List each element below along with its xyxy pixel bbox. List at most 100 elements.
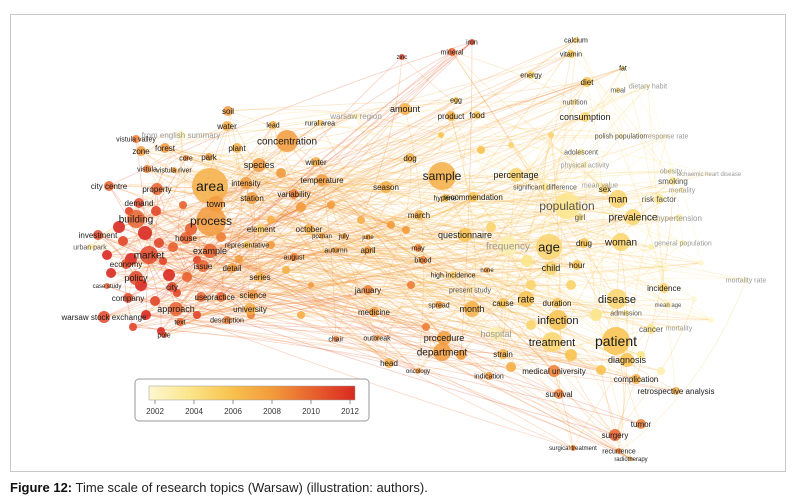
edge-link (108, 185, 162, 332)
term-label: january (354, 286, 381, 295)
edge-link (108, 41, 473, 187)
edge-link (480, 149, 669, 306)
edge-link (570, 53, 674, 182)
edge-link (246, 214, 420, 246)
term-label: present study (449, 287, 492, 294)
term-label: investment (79, 231, 118, 240)
edge-link (525, 277, 747, 300)
edge-link (172, 246, 632, 460)
edge-link (270, 244, 488, 271)
term-bubble (631, 374, 641, 384)
term-bubble (669, 177, 677, 185)
term-bubble (435, 301, 443, 309)
edge-link (135, 218, 602, 371)
edge-link (257, 140, 288, 278)
term-bubble (179, 201, 187, 209)
edge-link (146, 53, 572, 170)
edge-link (376, 304, 440, 339)
edge-link (441, 175, 602, 371)
term-bubble (235, 255, 243, 263)
term-bubble (453, 97, 459, 103)
legend-tick-label: 2010 (302, 407, 320, 416)
edge-link (179, 262, 702, 323)
edge-link (179, 321, 628, 361)
edge-link (315, 161, 660, 200)
edge-link (335, 196, 474, 340)
edge-link (196, 241, 622, 316)
term-label: medical university (522, 367, 586, 376)
term-label: response rate (646, 133, 689, 140)
term-label: plant (228, 144, 246, 153)
edge-link (575, 39, 665, 289)
edge-link (300, 242, 684, 316)
term-bubble (609, 429, 621, 441)
term-label: adolescent (564, 149, 598, 156)
term-bubble (600, 184, 610, 194)
edge-link (622, 67, 702, 264)
term-label: treatment (529, 337, 575, 349)
term-bubble (104, 283, 110, 289)
edge-link (614, 180, 674, 436)
edge-link (321, 179, 412, 286)
term-bubble (171, 167, 177, 173)
edge-link (335, 157, 411, 340)
edge-link (388, 67, 624, 364)
term-bubble (580, 112, 590, 122)
edge-link (155, 210, 424, 261)
edge-link (252, 51, 453, 296)
term-bubble (290, 253, 298, 261)
term-label: meal (610, 87, 626, 94)
term-label: age (538, 240, 560, 255)
term-bubble (636, 419, 646, 429)
edge-link (190, 228, 224, 298)
edge-link (198, 125, 228, 267)
term-label: recommendation (443, 193, 503, 202)
term-bubble (596, 365, 606, 375)
term-bubble (629, 457, 633, 461)
term-bubble (140, 246, 158, 264)
edge-link (330, 204, 378, 339)
edge-link (97, 144, 512, 236)
term-label: economy (110, 260, 142, 269)
edge-link (236, 147, 559, 321)
edge-link (343, 235, 445, 339)
edge-link (251, 157, 411, 199)
edge-link (385, 186, 504, 304)
term-label: product (438, 112, 465, 121)
term-label: vitamin (560, 51, 582, 58)
term-bubble (138, 226, 152, 240)
term-label: poznan (312, 234, 332, 240)
edge-link (438, 135, 622, 306)
term-bubble (607, 289, 627, 309)
edge-link (140, 150, 392, 226)
edge-link (89, 244, 578, 266)
edge-link (355, 115, 443, 353)
edge-link (252, 151, 582, 296)
edge-link (373, 157, 412, 313)
term-label: season (373, 183, 399, 192)
term-bubble (548, 132, 554, 138)
term-label: hour (569, 261, 585, 270)
term-bubble (227, 263, 237, 273)
term-label: issue (194, 262, 213, 271)
term-label: duration (543, 299, 572, 308)
edge-link (355, 115, 617, 342)
edge-link (618, 279, 747, 452)
edge-link (300, 175, 443, 316)
edge-link (106, 39, 577, 256)
term-label: march (408, 211, 430, 220)
term-label: detail (222, 264, 241, 273)
edge-link (106, 254, 572, 356)
term-label: mineral (441, 49, 464, 56)
edge-link (118, 53, 572, 228)
edge-link (285, 269, 390, 364)
edge-link (620, 135, 680, 329)
term-label: hypertension (656, 214, 702, 223)
edge-link (176, 224, 392, 294)
term-bubble (205, 153, 213, 161)
edge-link (231, 224, 392, 269)
edge-link (135, 115, 357, 220)
edge-link (507, 245, 560, 395)
edge-link (103, 250, 211, 318)
term-label: disease (598, 294, 636, 306)
